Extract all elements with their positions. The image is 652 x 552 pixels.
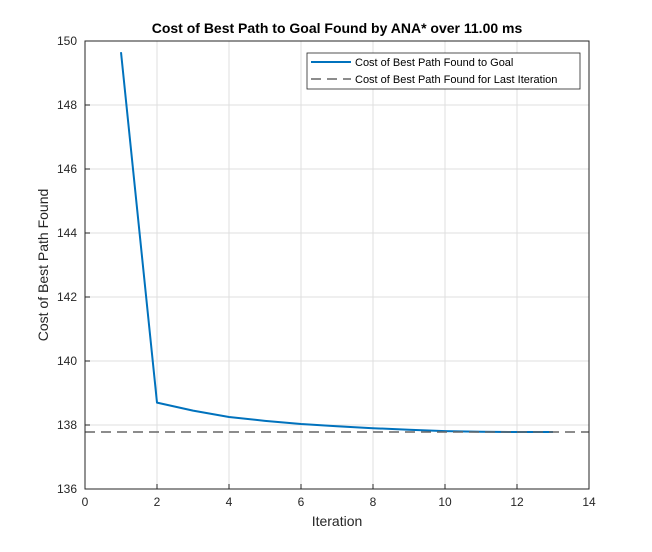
legend-entry-last-iteration: Cost of Best Path Found for Last Iterati… bbox=[355, 74, 557, 86]
y-axis-label: Cost of Best Path Found bbox=[35, 189, 51, 342]
legend: Cost of Best Path Found to Goal Cost of … bbox=[306, 52, 581, 90]
y-tick-label: 146 bbox=[57, 162, 77, 176]
x-axis: 0 2 4 6 8 10 12 14 bbox=[82, 484, 596, 509]
x-tick-label: 12 bbox=[510, 495, 524, 509]
x-tick-label: 10 bbox=[438, 495, 452, 509]
x-axis-label: Iteration bbox=[312, 513, 363, 529]
grid bbox=[85, 41, 589, 489]
x-tick-label: 14 bbox=[582, 495, 596, 509]
plot-frame bbox=[84, 40, 590, 490]
y-tick-label: 136 bbox=[57, 482, 77, 496]
y-axis: 136 138 140 142 144 146 148 150 bbox=[57, 34, 90, 496]
series-group bbox=[85, 52, 589, 434]
y-tick-label: 138 bbox=[57, 418, 77, 432]
legend-box bbox=[306, 52, 581, 90]
x-tick-label: 6 bbox=[298, 495, 305, 509]
y-tick-label: 142 bbox=[57, 290, 77, 304]
y-tick-label: 150 bbox=[57, 34, 77, 48]
plot-area bbox=[85, 41, 589, 489]
series-best-path-line bbox=[120, 52, 553, 434]
chart-title: Cost of Best Path to Goal Found by ANA* … bbox=[152, 20, 523, 36]
x-tick-label: 4 bbox=[226, 495, 233, 509]
x-tick-label: 0 bbox=[82, 495, 89, 509]
x-tick-label: 2 bbox=[154, 495, 161, 509]
y-tick-label: 140 bbox=[57, 354, 77, 368]
y-tick-label: 148 bbox=[57, 98, 77, 112]
y-tick-label: 144 bbox=[57, 226, 77, 240]
x-tick-label: 8 bbox=[370, 495, 377, 509]
legend-entry-best-path: Cost of Best Path Found to Goal bbox=[355, 57, 513, 69]
